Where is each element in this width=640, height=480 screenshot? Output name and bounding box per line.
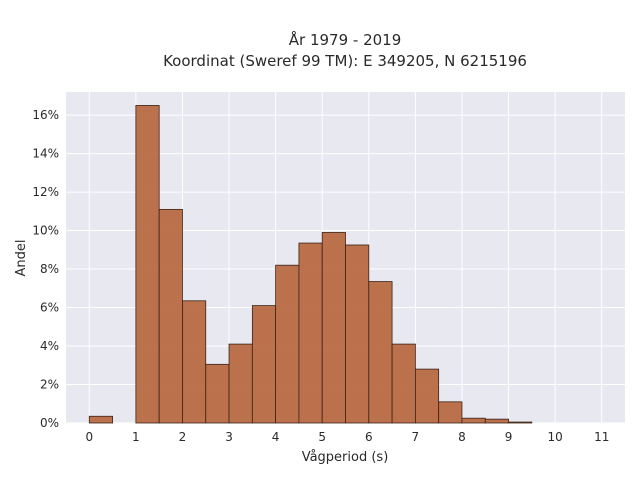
- x-tick-label: 4: [272, 430, 280, 444]
- chart-title-line-1: År 1979 - 2019: [289, 30, 402, 49]
- histogram-bar: [182, 300, 207, 424]
- chart-title-line-2: Koordinat (Sweref 99 TM): E 349205, N 62…: [163, 52, 527, 70]
- x-tick-label: 11: [594, 430, 609, 444]
- histogram-bar: [228, 343, 253, 424]
- x-tick-label: 5: [318, 430, 326, 444]
- histogram-bar: [275, 264, 300, 424]
- x-tick-label: 2: [179, 430, 187, 444]
- x-tick-label: 9: [505, 430, 513, 444]
- histogram-bar: [438, 401, 463, 424]
- histogram-bar: [321, 232, 346, 424]
- histogram-bar: [345, 244, 370, 424]
- y-tick-label: 16%: [32, 108, 59, 122]
- bars-group: [88, 105, 533, 424]
- y-axis-label: Andel: [14, 240, 29, 277]
- y-tick-label: 4%: [40, 339, 59, 353]
- histogram-bar: [135, 105, 160, 424]
- y-tick-label: 8%: [40, 262, 59, 276]
- x-tick-label: 10: [547, 430, 562, 444]
- x-tick-label: 3: [225, 430, 233, 444]
- x-tick-label: 1: [132, 430, 140, 444]
- y-tick-label: 2%: [40, 378, 59, 392]
- histogram-bar: [508, 421, 533, 424]
- x-tick-label: 7: [412, 430, 420, 444]
- histogram-bar: [298, 242, 323, 424]
- x-axis-ticks: 0 1 2 3 4 5 6 7 8 9 10 11: [85, 430, 609, 444]
- histogram-bar: [368, 281, 393, 424]
- histogram-bar: [205, 363, 230, 424]
- y-tick-label: 14%: [32, 147, 59, 161]
- y-tick-label: 12%: [32, 185, 59, 199]
- histogram-bar: [484, 418, 509, 424]
- y-tick-label: 10%: [32, 224, 59, 238]
- y-tick-label: 0%: [40, 416, 59, 430]
- histogram-bar: [251, 305, 277, 424]
- histogram-bar: [88, 415, 113, 424]
- histogram-bar: [391, 343, 416, 424]
- x-tick-label: 8: [458, 430, 466, 444]
- x-tick-label: 6: [365, 430, 373, 444]
- histogram-bar: [414, 368, 440, 424]
- histogram-bar: [158, 208, 183, 424]
- x-axis-label: Vågperiod (s): [302, 450, 389, 465]
- x-tick-label: 0: [85, 430, 93, 444]
- y-tick-label: 6%: [40, 301, 59, 315]
- histogram-bar: [461, 417, 486, 424]
- y-axis-ticks: 0% 2% 4% 6% 8% 10% 12% 14% 16%: [32, 108, 59, 430]
